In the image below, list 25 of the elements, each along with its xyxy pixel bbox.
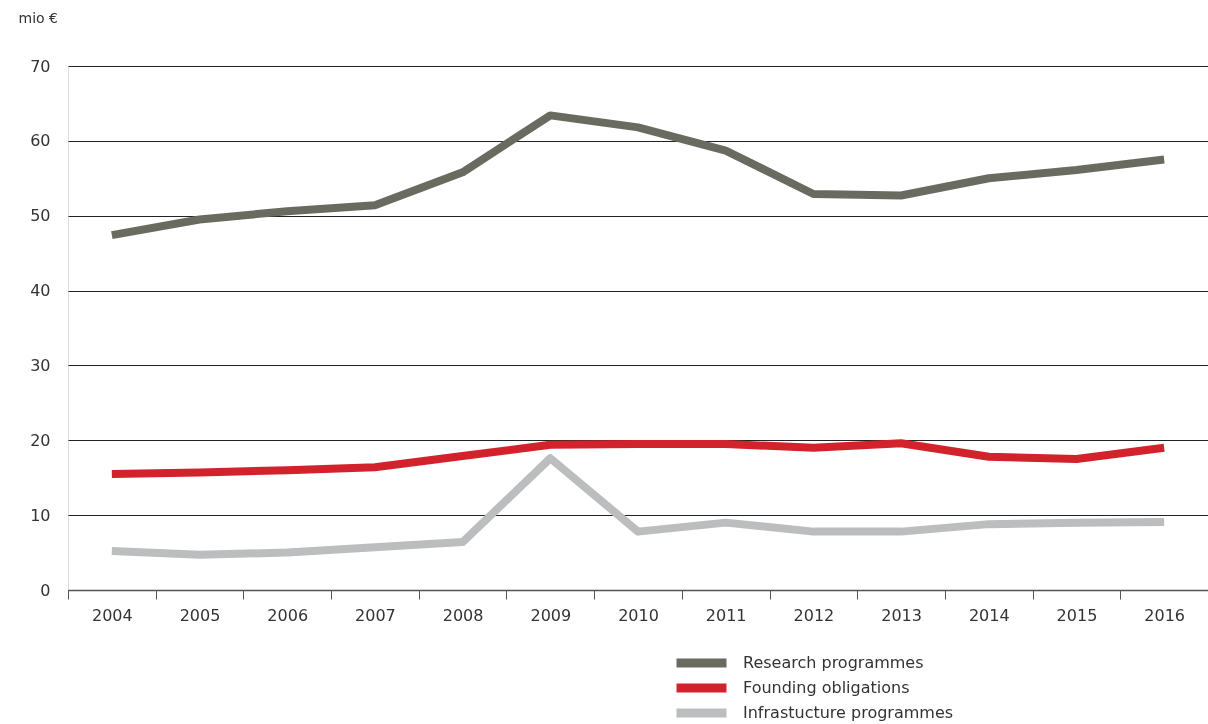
y-tick-label: 20 — [30, 430, 51, 450]
x-tick-label: 2006 — [267, 605, 309, 625]
x-tick-label: 2016 — [1144, 605, 1186, 625]
y-tick-label: 30 — [30, 355, 51, 375]
x-tick-label: 2011 — [705, 605, 747, 625]
legend-label: Research programmes — [743, 653, 924, 672]
x-tick-label: 2008 — [442, 605, 484, 625]
x-tick-label: 2005 — [179, 605, 221, 625]
y-tick-label: 10 — [30, 505, 51, 525]
x-tick-label: 2004 — [91, 605, 133, 625]
legend-label: Founding obligations — [743, 678, 910, 697]
x-tick-label: 2009 — [530, 605, 572, 625]
legend-label: Infrastucture programmes — [743, 703, 954, 722]
x-tick-label: 2012 — [793, 605, 835, 625]
y-tick-label: 50 — [30, 206, 51, 226]
y-tick-label: 0 — [40, 580, 51, 600]
y-tick-label: 70 — [30, 56, 51, 76]
x-tick-label: 2007 — [355, 605, 396, 625]
x-tick-label: 2014 — [968, 605, 1010, 625]
x-tick-label: 2010 — [618, 605, 659, 625]
y-axis-title: mio € — [18, 9, 58, 26]
x-tick-label: 2015 — [1056, 605, 1098, 625]
y-tick-label: 60 — [30, 131, 51, 151]
y-tick-label: 40 — [30, 281, 51, 301]
x-tick-label: 2013 — [881, 605, 922, 625]
